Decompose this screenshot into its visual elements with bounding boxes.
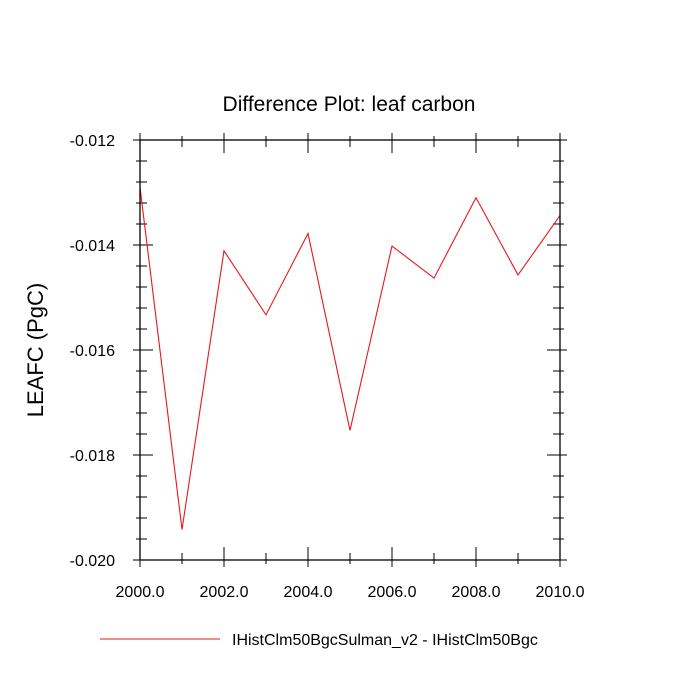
y-tick-label: -0.012 bbox=[70, 133, 115, 150]
x-tick-label: 2000.0 bbox=[116, 584, 165, 601]
axis-ticks bbox=[133, 133, 567, 567]
chart-title: Difference Plot: leaf carbon bbox=[223, 93, 476, 116]
axis-tick-labels: 2000.0 2002.0 2004.0 2006.0 2008.0 2010.0 -0.0… bbox=[70, 133, 585, 601]
plot-frame bbox=[139, 139, 561, 561]
y-tick-label: -0.020 bbox=[70, 553, 115, 570]
y-tick-label: -0.016 bbox=[70, 343, 115, 360]
x-tick-label: 2008.0 bbox=[452, 584, 501, 601]
series-line bbox=[139, 187, 561, 530]
x-tick-label: 2010.0 bbox=[536, 584, 585, 601]
x-tick-label: 2004.0 bbox=[284, 584, 333, 601]
series-group bbox=[139, 187, 561, 530]
y-tick-label: -0.014 bbox=[70, 238, 115, 255]
x-tick-label: 2006.0 bbox=[368, 584, 417, 601]
x-tick-label: 2002.0 bbox=[200, 584, 249, 601]
y-axis-label: LEAFC (PgC) bbox=[23, 283, 48, 417]
legend-label: IHistClm50BgcSulman_v2 - IHistClm50Bgc bbox=[232, 632, 538, 649]
y-tick-label: -0.018 bbox=[70, 448, 115, 465]
